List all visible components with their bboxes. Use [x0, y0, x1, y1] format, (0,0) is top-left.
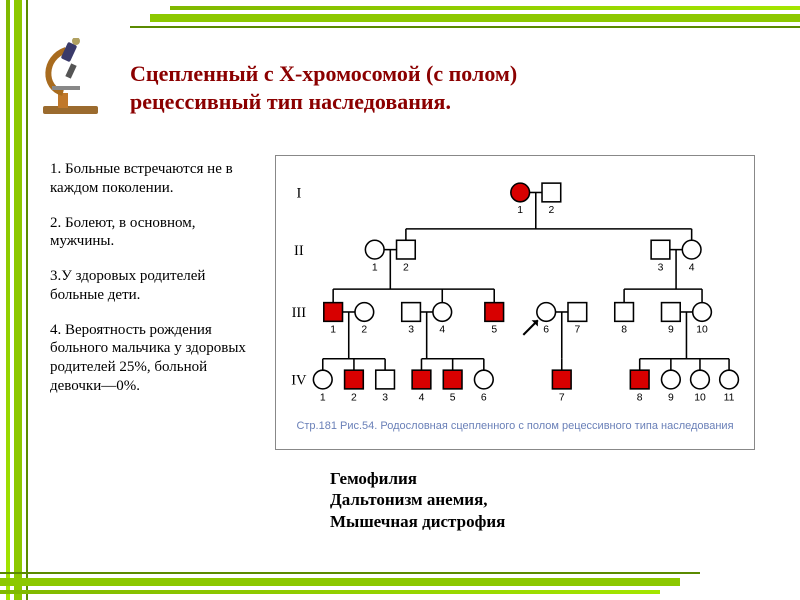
svg-text:1: 1	[372, 262, 378, 273]
pedigree-caption: Стр.181 Рис.54. Родословная сцепленного …	[276, 416, 754, 432]
svg-text:9: 9	[668, 325, 674, 336]
svg-text:3: 3	[408, 325, 414, 336]
bullet-list: 1. Больные встречаются не в каждом покол…	[50, 160, 260, 412]
pedigree-chart: IIIIIIIV121234123456789101234567891011	[276, 156, 754, 416]
disease-2: Дальтонизм анемия,	[330, 489, 670, 510]
frame-line	[26, 0, 28, 600]
svg-text:2: 2	[548, 205, 554, 216]
frame-line	[14, 0, 22, 600]
svg-text:2: 2	[361, 325, 367, 336]
slide-title: Сцепленный с X-хромосомой (с полом) реце…	[130, 60, 650, 115]
frame-line	[0, 590, 660, 594]
disease-1: Гемофилия	[330, 468, 670, 489]
svg-text:7: 7	[574, 325, 580, 336]
svg-text:11: 11	[724, 392, 735, 403]
frame-line	[170, 6, 800, 10]
bullet-1: 1. Больные встречаются не в каждом покол…	[50, 160, 260, 198]
svg-text:3: 3	[658, 262, 664, 273]
svg-text:5: 5	[491, 325, 497, 336]
svg-text:8: 8	[637, 392, 643, 403]
frame-line	[6, 0, 10, 600]
frame-line	[130, 26, 800, 28]
svg-text:4: 4	[419, 392, 425, 403]
svg-text:7: 7	[559, 392, 565, 403]
svg-text:2: 2	[403, 262, 409, 273]
svg-text:II: II	[294, 243, 304, 259]
svg-text:5: 5	[450, 392, 456, 403]
title-line2: рецессивный тип наследования.	[130, 89, 451, 114]
svg-text:2: 2	[351, 392, 357, 403]
frame-line	[150, 14, 800, 22]
svg-text:10: 10	[696, 325, 708, 336]
pedigree-figure: IIIIIIIV121234123456789101234567891011 С…	[275, 155, 755, 450]
svg-text:3: 3	[382, 392, 388, 403]
bullet-4: 4. Вероятность рождения больного мальчик…	[50, 321, 260, 396]
svg-text:6: 6	[481, 392, 487, 403]
microscope-icon	[38, 38, 108, 118]
disease-examples: Гемофилия Дальтонизм анемия, Мышечная ди…	[330, 468, 670, 532]
bullet-3: 3.У здоровых родителей больные дети.	[50, 267, 260, 305]
title-line1: Сцепленный с X-хромосомой (с полом)	[130, 61, 517, 86]
disease-3: Мышечная дистрофия	[330, 511, 670, 532]
svg-text:1: 1	[330, 325, 336, 336]
svg-text:I: I	[296, 186, 301, 202]
svg-text:IV: IV	[291, 373, 307, 389]
bullet-2: 2. Болеют, в основном, мужчины.	[50, 214, 260, 252]
svg-text:9: 9	[668, 392, 674, 403]
svg-text:1: 1	[320, 392, 326, 403]
svg-text:1: 1	[517, 205, 523, 216]
svg-text:4: 4	[439, 325, 445, 336]
svg-text:4: 4	[689, 262, 695, 273]
frame-line	[0, 572, 700, 574]
svg-text:III: III	[292, 305, 307, 321]
frame-line	[0, 578, 680, 586]
svg-text:8: 8	[621, 325, 627, 336]
svg-text:6: 6	[543, 325, 549, 336]
svg-text:10: 10	[694, 392, 706, 403]
